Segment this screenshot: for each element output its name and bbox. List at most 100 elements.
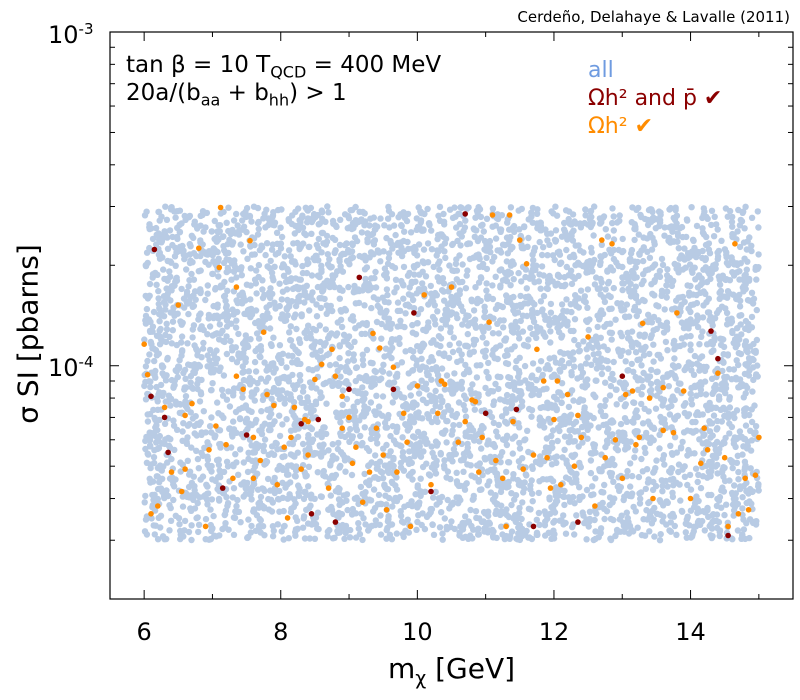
data-point-all [748,214,756,221]
data-point-all [505,459,512,466]
data-point-all [372,517,379,524]
data-point-all [329,307,336,315]
data-point-all [324,251,331,258]
data-point-all [400,467,408,474]
data-point-all [656,273,664,280]
data-point-all [227,337,234,345]
data-point-all [230,514,238,521]
data-point-all [510,379,518,386]
data-point-all [714,226,721,233]
data-point-all [446,505,453,512]
data-point-all [274,521,281,528]
data-point-all [154,485,162,493]
data-point-all [309,436,317,443]
data-point-all [287,479,294,486]
data-point-all [492,492,499,499]
data-point-all [327,492,334,499]
data-point-all [204,490,211,497]
data-point-all [590,351,597,358]
data-point-all [216,441,223,448]
data-point-all [721,511,728,519]
data-point-all [735,349,742,357]
data-point-all [199,208,207,215]
data-point-all [340,331,348,338]
data-point-all [650,478,657,486]
data-point-all [641,297,648,305]
data-point-all [466,255,474,263]
data-point-all [160,389,167,397]
data-point-all [460,450,468,458]
data-point-all [554,280,561,287]
data-point-all [568,372,575,379]
data-point-all [646,254,654,261]
data-point-all [370,294,377,301]
data-point-all [269,421,276,428]
data-point-all [599,364,606,371]
data-point-all [254,486,262,493]
data-point-all [554,437,561,445]
data-point-all [449,348,457,356]
data-point-all [379,294,386,301]
data-point-all [565,360,573,367]
data-point-all [493,344,500,351]
data-point-all [188,507,195,514]
data-point-all [305,260,312,267]
data-point-all [248,442,255,449]
data-point-all [206,346,214,354]
data-point-all [411,243,418,251]
data-point-all [503,468,510,476]
data-point-all [548,535,555,542]
data-point-all [702,264,709,271]
data-point-all [326,361,334,369]
data-point-all [666,224,673,231]
data-point-all [545,315,553,322]
data-point-all [341,535,348,542]
data-point-all [489,330,497,337]
data-point-all [583,486,591,494]
data-point-all [153,473,160,480]
data-point-all [517,482,524,489]
data-point-all [528,374,535,381]
data-point-all [150,454,158,461]
data-point-all [622,358,629,365]
data-point-all [602,412,609,420]
data-point-all [206,423,214,430]
data-point-all [356,374,363,381]
data-point-all [701,431,708,438]
data-point-all [266,218,273,225]
data-point-all [196,398,204,405]
data-point-all [444,316,451,323]
data-point-all [588,249,595,256]
data-point-all [544,515,551,522]
data-point-all [442,235,450,243]
data-point-all [541,508,548,515]
data-point-all [558,259,565,266]
data-point-all [318,433,325,441]
data-point-all [233,274,240,281]
data-point-all [547,475,554,482]
data-point-all [277,224,284,231]
data-point-all [503,409,510,416]
data-point-all [315,257,322,264]
data-point-all [266,289,273,296]
data-point-all [646,421,654,428]
data-point-all [583,346,590,353]
data-point-all [220,293,228,300]
data-point-all [728,459,736,466]
data-point-all [293,359,300,367]
data-point-all [653,368,660,376]
data-point-all [584,435,591,442]
data-point-all [548,504,555,511]
data-point-all [749,488,756,496]
data-point-all [537,298,545,305]
data-point-all [445,288,452,295]
data-point-all [444,496,451,504]
data-point-all [394,370,401,378]
data-point-all [402,310,409,317]
data-point-all [592,333,600,340]
data-point-all [693,411,700,418]
data-point-all [442,254,449,262]
data-point-all [432,488,439,496]
data-point-all [490,401,497,408]
data-point-all [689,269,696,276]
